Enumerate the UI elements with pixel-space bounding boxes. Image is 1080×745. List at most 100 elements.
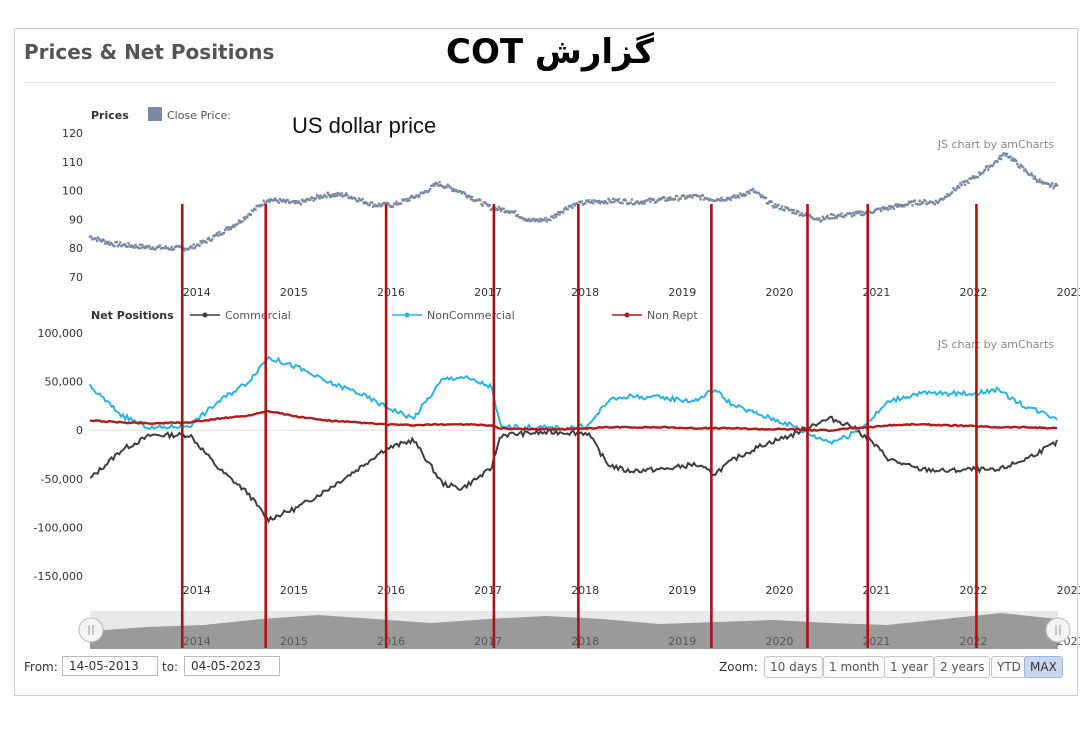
scrollbar-navigator[interactable]: 2014201520162017201820192020202120222023: [78, 611, 1080, 649]
price-point: [236, 222, 240, 225]
close-price-legend-swatch[interactable]: [148, 107, 162, 121]
price-point: [356, 200, 360, 203]
net-legend-item[interactable]: Commercial: [190, 309, 291, 322]
price-credit[interactable]: JS chart by amCharts: [937, 138, 1054, 151]
price-point: [429, 187, 432, 191]
price-x-tick: 2015: [280, 286, 308, 299]
price-point: [145, 246, 149, 249]
net-legend-label[interactable]: Non Rept: [647, 309, 698, 322]
price-point: [720, 196, 723, 200]
price-point: [1037, 180, 1040, 183]
zoom-2-years-button[interactable]: 2 years: [934, 656, 991, 678]
price-x-tick: 2018: [571, 286, 599, 299]
price-point: [192, 243, 195, 246]
price-point: [861, 210, 864, 214]
price-point: [199, 239, 202, 243]
net-credit[interactable]: JS chart by amCharts: [937, 338, 1054, 351]
zoom-10-days-button[interactable]: 10 days: [764, 656, 824, 678]
net-y-tick: -50,000: [41, 473, 83, 486]
price-point: [566, 208, 569, 211]
price-point: [977, 171, 981, 174]
price-point: [617, 198, 621, 201]
price-point: [183, 249, 186, 252]
net-legend-label[interactable]: Commercial: [225, 309, 291, 322]
price-point: [918, 199, 921, 202]
price-point: [759, 195, 763, 199]
price-point: [454, 188, 458, 192]
price-point: [886, 208, 890, 211]
price-point: [1040, 180, 1044, 183]
price-point: [1030, 172, 1033, 175]
price-point: [967, 181, 970, 185]
price-point: [580, 200, 583, 203]
price-point: [771, 204, 774, 208]
price-point: [119, 241, 122, 244]
zoom-1-month-button[interactable]: 1 month: [823, 656, 886, 678]
close-price-legend-label[interactable]: Close Price:: [167, 109, 231, 122]
net-x-tick: 2017: [474, 584, 502, 597]
price-point: [500, 209, 503, 213]
navigator-right-handle[interactable]: [1045, 617, 1071, 643]
price-point: [825, 215, 828, 219]
price-point: [340, 192, 343, 195]
price-point: [394, 202, 397, 206]
price-point: [405, 199, 409, 203]
price-point: [698, 195, 701, 198]
net-legend-item[interactable]: Non Rept: [612, 309, 698, 322]
price-point: [835, 216, 839, 219]
zoom-label: Zoom:: [719, 660, 758, 674]
price-point: [952, 187, 955, 190]
price-point: [948, 194, 952, 197]
price-point: [296, 201, 299, 204]
price-point: [766, 202, 770, 205]
navigator-area: [90, 613, 1058, 649]
price-point: [278, 198, 282, 201]
price-point: [335, 194, 339, 198]
from-date-input[interactable]: 14-05-2013: [62, 656, 158, 676]
price-point: [268, 200, 271, 203]
price-point: [1013, 158, 1017, 161]
price-point: [373, 203, 376, 206]
price-point: [820, 219, 823, 222]
price-point: [981, 171, 984, 175]
price-point: [775, 205, 778, 209]
price-point: [954, 189, 957, 192]
price-point: [999, 157, 1003, 161]
price-x-tick: 2017: [474, 286, 502, 299]
price-point: [677, 199, 680, 202]
price-point: [459, 190, 462, 193]
price-point: [383, 201, 386, 205]
price-point: [630, 198, 633, 201]
price-point: [1051, 182, 1054, 185]
price-point: [592, 202, 595, 205]
price-point: [596, 201, 600, 204]
price-point: [751, 187, 755, 191]
navigator-label: 2016: [377, 635, 405, 648]
price-point: [249, 213, 252, 217]
price-point: [1022, 166, 1025, 169]
price-point: [314, 196, 318, 200]
net-legend-item[interactable]: NonCommercial: [392, 309, 515, 322]
net-legend-label[interactable]: NonCommercial: [427, 309, 515, 322]
price-point: [913, 199, 917, 202]
net-x-tick: 2015: [280, 584, 308, 597]
price-point: [610, 200, 614, 204]
price-point: [115, 240, 118, 244]
to-date-input[interactable]: 04-05-2023: [184, 656, 280, 676]
price-x-tick: 2023: [1057, 286, 1080, 299]
price-point: [191, 246, 194, 250]
price-point: [282, 198, 285, 201]
zoom-max-button[interactable]: MAX: [1024, 656, 1063, 678]
price-point: [170, 245, 173, 249]
price-point: [395, 200, 398, 204]
price-point: [157, 245, 160, 249]
price-point: [229, 227, 233, 231]
price-point: [1055, 184, 1059, 187]
price-point: [261, 204, 264, 207]
net-x-tick: 2016: [377, 584, 405, 597]
price-point: [544, 216, 547, 220]
price-point: [699, 198, 702, 201]
zoom-1-year-button[interactable]: 1 year: [884, 656, 935, 678]
navigator-left-handle[interactable]: [78, 617, 104, 643]
zoom-ytd-button[interactable]: YTD: [991, 656, 1027, 678]
